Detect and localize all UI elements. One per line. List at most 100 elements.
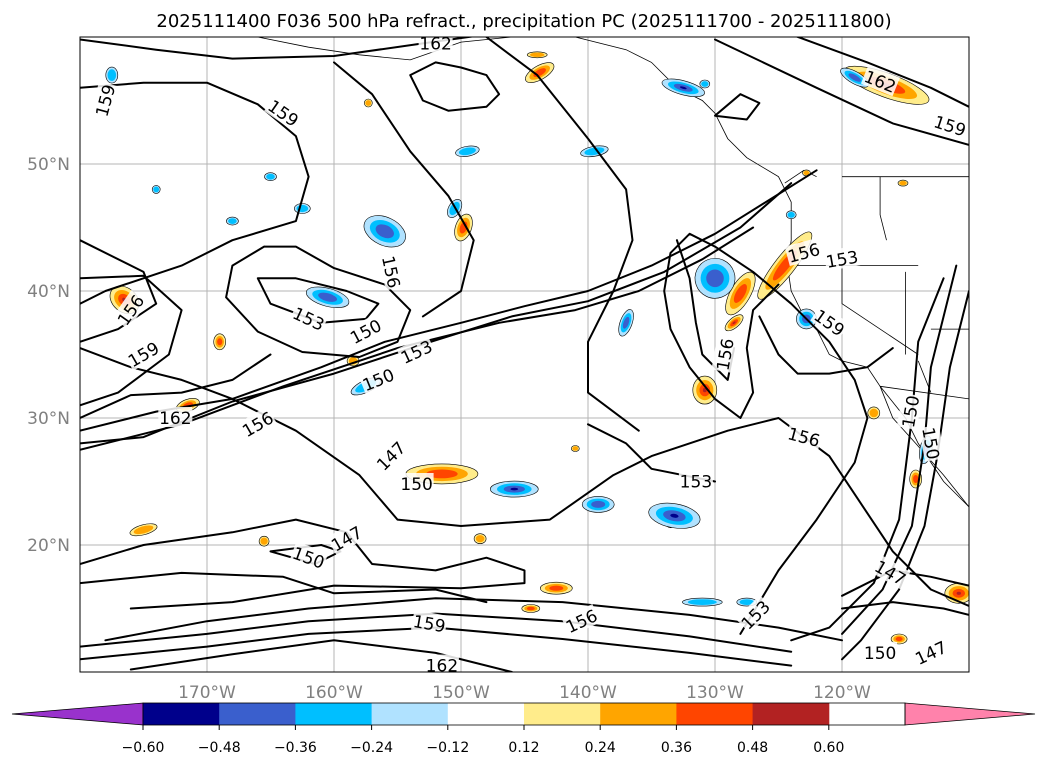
coast-segment: [257, 37, 969, 508]
precip-patch: [956, 591, 961, 595]
contour-line: [80, 612, 793, 653]
precip-patch: [701, 81, 709, 87]
contour-line: [80, 226, 755, 451]
contour-line: [841, 601, 969, 616]
colorbar-segment: [600, 703, 677, 725]
lat-tick-label: 40°N: [27, 282, 70, 302]
colorbar-tick-label: 0.48: [737, 740, 768, 756]
coast-segment: [879, 386, 969, 508]
contour-line: [841, 290, 969, 661]
contour-line: [80, 81, 310, 305]
precip-patch: [913, 475, 919, 483]
contour-line: [129, 639, 513, 672]
colorbar-segment: [447, 703, 525, 725]
contour-line: [841, 264, 958, 635]
precip-patch: [107, 69, 117, 81]
precip-patch: [787, 211, 795, 218]
svg-text:162: 162: [419, 34, 451, 54]
contour-label: 153: [678, 470, 713, 493]
contour-line: [485, 37, 640, 432]
map-frame: [79, 36, 970, 673]
precip-patch: [895, 636, 903, 642]
precip-patch: [848, 73, 861, 82]
precip-patch: [549, 585, 564, 591]
precip-patch: [228, 218, 237, 225]
contour-label: 162: [424, 654, 459, 677]
contour-label: 150: [399, 473, 434, 495]
contour-label: 156: [377, 252, 406, 291]
contour-line: [80, 347, 969, 607]
precip-patch: [475, 535, 485, 543]
precip-patch: [670, 513, 679, 518]
lon-tick-label: 130°W: [686, 683, 744, 703]
precip-patch: [375, 224, 394, 239]
chart-title: 2025111400 F036 500 hPa refract., precip…: [156, 11, 891, 32]
svg-text:162: 162: [426, 657, 458, 677]
colorbar-tick-label: −0.24: [350, 740, 393, 756]
precip-patch: [458, 147, 476, 156]
lon-tick-label: 120°W: [813, 683, 871, 703]
precip-patch: [899, 180, 907, 186]
precip-patch: [572, 446, 579, 451]
colorbar-tick-label: −0.12: [426, 740, 469, 756]
precip-patch: [217, 338, 223, 346]
colorbar: −0.60 −0.48 −0.36 −0.24 −0.12 0.12 0.24 0.36 0.4…: [11, 702, 1036, 756]
precip-patch: [266, 173, 275, 180]
contour-label: 153: [289, 301, 329, 336]
svg-text:153: 153: [680, 473, 712, 493]
contour-line: [714, 93, 761, 121]
contour-label: 150: [917, 424, 945, 462]
colorbar-tick-label: −0.36: [274, 740, 317, 756]
contour-line: [795, 37, 969, 108]
precip-patch: [591, 500, 606, 508]
colorbar-extend-high: [904, 702, 1036, 726]
precip-patch: [739, 599, 754, 605]
precip-patch: [530, 52, 545, 57]
latitude-labels: 20°N 30°N 40°N 50°N: [27, 155, 70, 556]
colorbar-segment: [219, 703, 296, 725]
contour-line: [758, 315, 894, 375]
precip-patch: [133, 525, 154, 535]
contour-line: [80, 518, 526, 610]
precip-patch: [869, 408, 879, 418]
contour-line: [104, 597, 843, 642]
coast-segment: [879, 176, 887, 241]
contour-line: [675, 239, 736, 381]
lon-tick-label: 150°W: [432, 683, 490, 703]
precip-patch: [706, 269, 724, 288]
lat-tick-label: 50°N: [27, 155, 70, 175]
colorbar-segment: [295, 703, 373, 725]
lat-tick-label: 20°N: [27, 536, 70, 556]
svg-text:150: 150: [400, 475, 432, 495]
precip-patch: [153, 186, 160, 193]
precip-patch: [679, 86, 687, 90]
contour-label: 150: [863, 641, 898, 664]
contour-line: [80, 169, 818, 432]
precip-patch: [732, 321, 736, 325]
colorbar-tick-label: −0.60: [122, 740, 165, 756]
contour-line: [790, 277, 945, 642]
colorbar-tick-label: 0.36: [661, 740, 692, 756]
contour-line: [80, 353, 272, 419]
contour-line: [714, 38, 969, 146]
colorbar-segment: [752, 703, 830, 725]
precip-patch: [687, 599, 717, 605]
lat-tick-label: 30°N: [27, 409, 70, 429]
coast-segment: [841, 265, 919, 355]
colorbar-tick-label: 0.12: [508, 740, 539, 756]
svg-text:162: 162: [159, 409, 191, 429]
contour-line: [409, 61, 501, 112]
contour-label: 156: [784, 237, 823, 268]
longitude-labels: 170°W 160°W 150°W 140°W 130°W 120°W: [178, 683, 871, 703]
contour-label: 162: [158, 407, 193, 429]
precip-patch: [733, 284, 747, 303]
contour-line: [80, 274, 183, 407]
colorbar-tick-label: −0.48: [198, 740, 241, 756]
coast-segment: [880, 385, 969, 400]
precip-patch: [318, 292, 338, 302]
colorbar-segment: [676, 703, 754, 725]
lon-tick-label: 140°W: [559, 683, 617, 703]
precip-patch: [622, 316, 630, 329]
